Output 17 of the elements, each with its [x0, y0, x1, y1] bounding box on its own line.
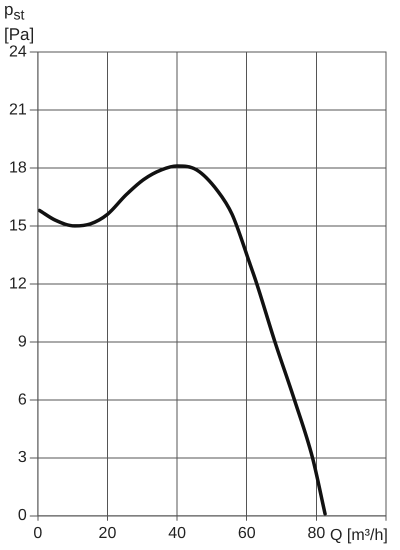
y-tick-label: 18: [9, 159, 27, 176]
y-tick-label: 6: [18, 391, 27, 408]
y-tick-label: 15: [9, 217, 27, 234]
y-tick-label: 0: [18, 507, 27, 524]
x-tick-label: 60: [238, 524, 256, 542]
y-tick-label: 24: [9, 43, 27, 60]
x-tick-label: 40: [168, 524, 186, 542]
y-tick-label: 12: [9, 275, 27, 292]
y-tick-label: 9: [18, 333, 27, 350]
x-tick-label: 20: [98, 524, 116, 542]
y-tick-label: 3: [18, 449, 27, 466]
x-axis-title: Q [m³/h]: [330, 527, 388, 545]
x-tick-label: 0: [33, 524, 42, 542]
line-series: [38, 164, 327, 516]
y-axis-title: p$_{st}$ [Pa]: [4, 0, 36, 45]
x-tick-label: 80: [307, 524, 326, 542]
y-tick-label: 21: [9, 101, 27, 118]
